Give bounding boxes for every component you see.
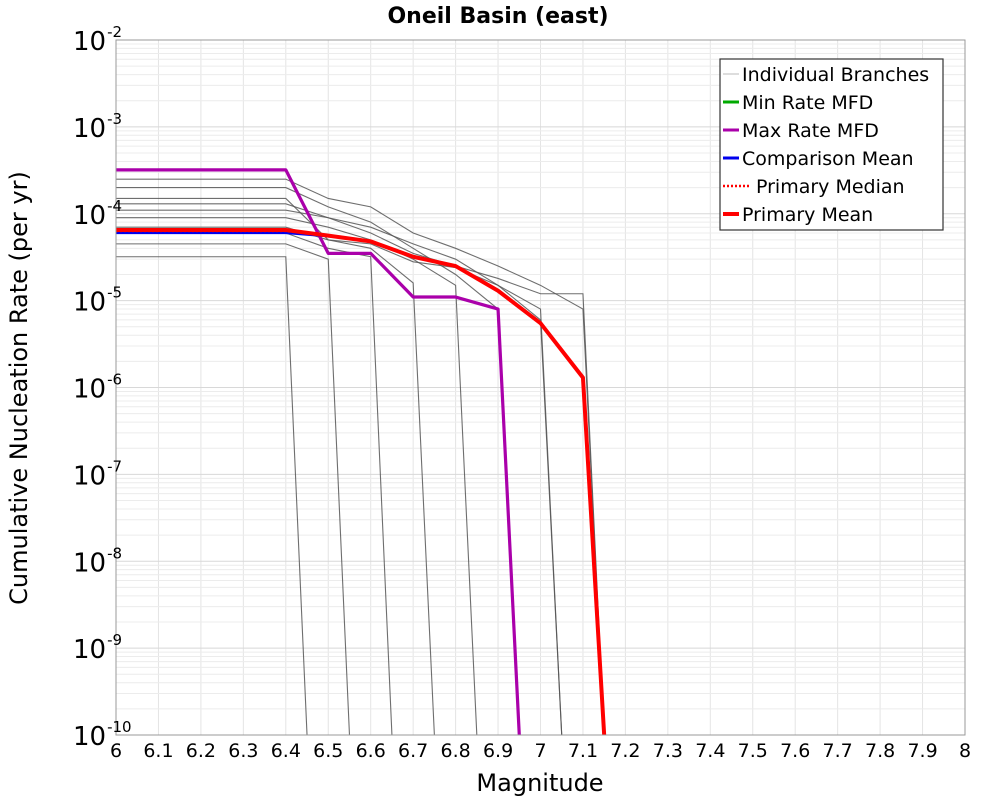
main-series [116, 168, 607, 736]
x-tick-label: 8 [959, 740, 971, 762]
x-tick-label: 6.8 [440, 740, 470, 762]
series-line-comparison-mean [116, 231, 606, 736]
y-tick-base: 10 [73, 375, 106, 405]
y-tick-label: 10-10 [73, 718, 132, 752]
branch-line [116, 226, 563, 736]
x-tick-label: 7.2 [610, 740, 640, 762]
chart-title: Oneil Basin (east) [387, 4, 608, 29]
branch-line [116, 256, 308, 736]
branch-line [116, 203, 605, 736]
y-tick-label: 10-3 [73, 110, 122, 144]
y-tick-label: 10-5 [73, 284, 122, 318]
y-tick-exponent: -3 [107, 110, 122, 128]
legend-label: Max Rate MFD [742, 120, 879, 142]
series-line-max-rate-mfd [116, 168, 521, 736]
branch-line [116, 243, 351, 736]
legend-label: Primary Median [756, 176, 905, 198]
x-tick-label: 6.6 [356, 740, 386, 762]
x-tick-label: 6.7 [398, 740, 428, 762]
y-tick-base: 10 [73, 461, 106, 491]
y-tick-label: 10-2 [73, 23, 122, 57]
y-tick-exponent: -6 [107, 371, 122, 389]
x-tick-label: 6 [110, 740, 122, 762]
x-tick-label: 7.1 [568, 740, 598, 762]
grid [115, 40, 966, 736]
x-tick-label: 7.3 [653, 740, 683, 762]
x-axis-ticks: 6 6.1 6.2 6.3 6.4 6.5 6.6 6.7 6.8 6.9 7 7.1 7.2 7.3 7.… [110, 740, 971, 762]
y-tick-base: 10 [73, 722, 106, 752]
y-tick-exponent: -10 [107, 718, 132, 736]
y-tick-label: 10-6 [73, 371, 122, 405]
y-tick-label: 10-7 [73, 457, 122, 491]
x-tick-label: 7 [534, 740, 546, 762]
series-line-primary-median [116, 230, 606, 736]
y-tick-base: 10 [73, 114, 106, 144]
legend-label: Individual Branches [742, 64, 929, 86]
x-tick-label: 7.8 [865, 740, 895, 762]
y-tick-exponent: -5 [107, 284, 122, 302]
y-tick-exponent: -2 [107, 23, 122, 41]
y-tick-base: 10 [73, 548, 106, 578]
branch-line [116, 178, 605, 736]
y-axis-label: Cumulative Nucleation Rate (per yr) [5, 171, 33, 605]
y-tick-exponent: -9 [107, 631, 122, 649]
x-tick-label: 6.9 [483, 740, 513, 762]
x-tick-label: 7.4 [695, 740, 725, 762]
branch-line [116, 232, 393, 736]
legend-label: Comparison Mean [742, 148, 914, 170]
y-tick-label: 10-4 [73, 197, 122, 231]
branch-line [116, 209, 563, 736]
legend-label: Min Rate MFD [742, 92, 873, 114]
y-tick-exponent: -8 [107, 544, 122, 562]
x-tick-label: 6.4 [271, 740, 301, 762]
individual-branches [116, 178, 605, 736]
y-tick-base: 10 [73, 288, 106, 318]
legend-label: Primary Mean [742, 204, 873, 226]
branch-line [116, 197, 435, 736]
y-tick-exponent: -4 [107, 197, 122, 215]
legend-box [719, 58, 944, 231]
x-tick-label: 6.5 [313, 740, 343, 762]
x-tick-label: 7.6 [780, 740, 810, 762]
y-tick-label: 10-9 [73, 631, 122, 665]
y-tick-base: 10 [73, 635, 106, 665]
y-tick-exponent: -7 [107, 457, 122, 475]
legend: Individual Branches Min Rate MFD Max Rate … [719, 58, 944, 231]
x-tick-label: 7.5 [738, 740, 768, 762]
y-tick-base: 10 [73, 27, 106, 57]
x-tick-label: 6.3 [228, 740, 258, 762]
plot-frame [115, 39, 966, 736]
x-tick-label: 7.9 [907, 740, 937, 762]
x-tick-label: 7.7 [823, 740, 853, 762]
y-tick-label: 10-8 [73, 544, 122, 578]
x-axis-label: Magnitude [476, 769, 603, 797]
x-tick-label: 6.1 [143, 740, 173, 762]
y-tick-base: 10 [73, 201, 106, 231]
x-tick-label: 6.2 [186, 740, 216, 762]
